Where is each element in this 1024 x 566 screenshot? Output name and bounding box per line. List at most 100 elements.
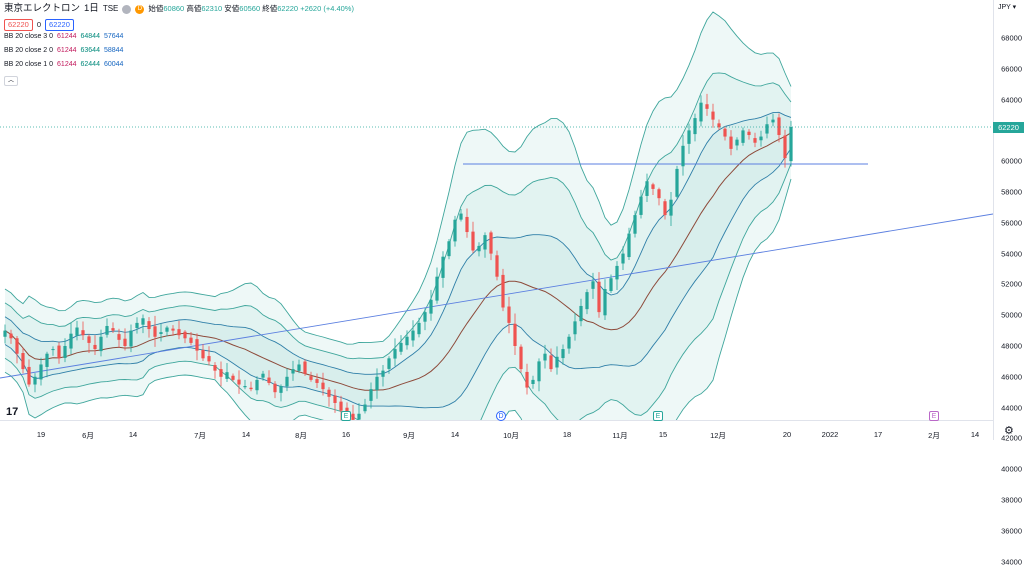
chart-legend: 東京エレクトロン 1日 TSE D 始値60860 高値62310 安値6056… [4,2,354,86]
symbol-name[interactable]: 東京エレクトロン [4,3,81,15]
candle-body [255,379,259,391]
time-tick-label: 12月 [710,431,726,440]
band-fill [5,12,791,420]
price-tick-label: 36000 [1001,526,1022,536]
currency-selector[interactable]: JPY ▾ [998,4,1017,11]
candle-body [735,139,739,146]
dividend-marker[interactable]: D [496,411,506,421]
candle-body [369,389,373,401]
price-tick-label: 52000 [1001,279,1022,289]
candle-body [705,104,709,109]
candle-body [423,312,427,322]
indicator-bb2[interactable]: BB 20 close 2 0 61244 63644 58844 [4,47,124,54]
candle-body [675,168,679,197]
indicator-bb1[interactable]: BB 20 close 1 0 61244 62444 60044 [4,61,124,68]
candle-body [447,241,451,257]
tradingview-logo[interactable]: 17 [6,406,19,418]
high-value: 62310 [201,4,223,14]
candle-body [69,333,73,349]
band-line [4,147,792,409]
sell-button[interactable]: 62220 [4,19,33,31]
candle-body [759,136,763,141]
candle-body [789,127,793,162]
candle-body [519,346,523,370]
candle-body [579,305,583,322]
candle-body [147,321,151,330]
delay-badge: D [135,4,145,14]
candle-body [45,353,49,367]
gear-icon[interactable]: ⚙ [1004,425,1014,437]
candle-body [549,355,553,370]
earnings-marker[interactable]: E [929,411,939,421]
candle-body [399,342,403,352]
price-chart[interactable] [0,0,993,420]
earnings-marker[interactable]: E [653,411,663,421]
candle-body [303,361,307,374]
low-value: 60560 [239,4,261,14]
trend-lines [0,163,993,379]
candle-body [501,274,505,308]
candle-body [117,334,121,340]
candle-body [471,231,475,251]
candle-body [513,323,517,346]
interval[interactable]: 1日 [84,3,99,15]
candle-body [135,322,139,328]
candle-body [285,376,289,387]
candle-body [573,321,577,335]
candle-body [453,219,457,242]
time-tick-label: 7月 [194,431,206,440]
price-tick-label: 50000 [1001,310,1022,320]
candle-body [585,292,589,310]
candle-body [459,213,463,220]
candle-body [765,124,769,134]
candle-body [99,336,103,352]
market-status-icon [122,4,132,14]
candle-body [225,372,229,379]
candle-body [489,232,493,254]
candle-body [159,332,163,334]
candle-body [249,387,253,390]
collapse-legend-button[interactable]: ︿ [4,76,18,86]
time-tick-label: 9月 [403,431,415,440]
candle-body [321,382,325,390]
candle-body [645,181,649,196]
candle-body [507,306,511,323]
candle-body [477,245,481,252]
candle-body [525,371,529,388]
candle-body [567,336,571,349]
time-tick-label: 8月 [295,431,307,440]
candle-body [93,344,97,350]
earnings-marker[interactable]: E [341,411,351,421]
candle-body [657,189,661,199]
band-line [4,72,792,360]
candle-body [783,135,787,159]
candle-body [171,328,175,331]
candle-body [591,281,595,289]
support-trendline [0,213,993,379]
candle-body [81,330,85,336]
time-axis[interactable]: 19 6月 14 7月 14 8月 16 9月 14 10月 18 11月 15 12月 20 2022 17 2… [0,420,993,441]
band-basis-line [4,132,792,391]
candle-body [621,253,625,264]
candle-body [15,338,19,354]
candle-body [375,376,379,390]
price-tick-label: 38000 [1001,495,1022,505]
price-tick-label: 60000 [1001,156,1022,166]
candle-body [663,201,667,216]
indicator-bb3[interactable]: BB 20 close 3 0 61244 64844 57644 [4,33,124,40]
candle-body [777,117,781,136]
candle-body [603,289,607,316]
candle-body [435,276,439,301]
candle-body [393,349,397,359]
buy-button[interactable]: 62220 [45,19,74,31]
candle-body [717,123,721,128]
candle-body [771,119,775,123]
exchange: TSE [102,4,119,13]
candle-body [381,370,385,377]
time-tick-label: 14 [241,430,251,439]
price-tick-label: 68000 [1001,33,1022,43]
time-tick-label: 10月 [503,431,519,440]
candle-body [243,386,247,388]
price-axis[interactable]: 6800066000640006200060000580005600054000… [993,0,1024,566]
candle-body [429,299,433,314]
